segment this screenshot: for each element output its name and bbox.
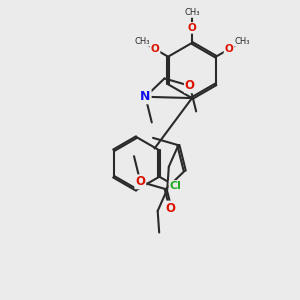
Text: CH₃: CH₃ [134,37,150,46]
Text: O: O [151,44,160,54]
Text: CH₃: CH₃ [234,37,250,46]
Text: O: O [224,44,233,54]
Text: Cl: Cl [169,181,181,191]
Text: CH₃: CH₃ [184,8,200,17]
Text: O: O [165,202,176,214]
Text: N: N [140,90,151,103]
Text: O: O [185,79,195,92]
Text: O: O [135,175,145,188]
Text: O: O [188,23,196,33]
